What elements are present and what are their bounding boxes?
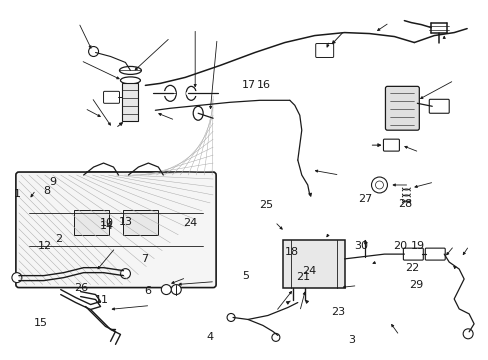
Circle shape (88, 46, 99, 57)
Text: 24: 24 (183, 218, 197, 228)
FancyBboxPatch shape (383, 139, 399, 151)
Text: 17: 17 (241, 80, 255, 90)
Text: 12: 12 (38, 241, 52, 251)
Text: 27: 27 (357, 194, 372, 204)
Text: 16: 16 (257, 80, 270, 90)
Bar (74, 210, 108, 235)
Text: 28: 28 (397, 199, 411, 210)
Text: 14: 14 (100, 221, 114, 231)
Text: 23: 23 (331, 307, 345, 317)
Text: 2: 2 (55, 234, 62, 244)
Text: 26: 26 (74, 283, 88, 293)
FancyBboxPatch shape (103, 91, 119, 103)
FancyBboxPatch shape (385, 86, 419, 130)
Text: 8: 8 (43, 186, 51, 196)
Bar (122, 84, 138, 121)
Text: 13: 13 (119, 217, 133, 227)
Text: 19: 19 (410, 241, 424, 251)
Ellipse shape (193, 106, 203, 120)
FancyBboxPatch shape (403, 248, 423, 260)
Text: 6: 6 (144, 286, 151, 296)
Text: 10: 10 (100, 218, 114, 228)
Text: 30: 30 (354, 241, 367, 251)
Bar (123, 210, 158, 235)
Text: 21: 21 (295, 272, 309, 282)
Text: 24: 24 (302, 266, 316, 276)
Ellipse shape (164, 85, 176, 101)
Text: 9: 9 (49, 177, 57, 187)
Circle shape (171, 285, 181, 294)
Ellipse shape (119, 67, 141, 75)
Text: 11: 11 (95, 295, 109, 305)
Text: 29: 29 (408, 280, 423, 290)
Text: 3: 3 (347, 334, 354, 345)
FancyBboxPatch shape (428, 99, 448, 113)
Text: 15: 15 (34, 319, 48, 328)
Ellipse shape (120, 77, 140, 84)
Circle shape (226, 314, 235, 321)
Circle shape (12, 273, 22, 283)
Text: 25: 25 (259, 200, 273, 210)
FancyBboxPatch shape (425, 248, 444, 260)
Text: 1: 1 (14, 189, 20, 199)
Circle shape (375, 181, 383, 189)
Circle shape (120, 269, 130, 279)
Text: 4: 4 (206, 332, 214, 342)
Ellipse shape (186, 86, 196, 100)
Text: 7: 7 (141, 254, 148, 264)
Text: 18: 18 (285, 247, 299, 257)
Circle shape (462, 329, 472, 339)
Text: 5: 5 (242, 271, 249, 281)
FancyBboxPatch shape (16, 172, 216, 288)
Circle shape (271, 333, 279, 341)
Circle shape (371, 177, 386, 193)
Bar (282, 240, 344, 288)
Circle shape (161, 285, 171, 294)
Text: 20: 20 (392, 241, 407, 251)
Text: 22: 22 (405, 263, 419, 273)
FancyBboxPatch shape (315, 44, 333, 58)
